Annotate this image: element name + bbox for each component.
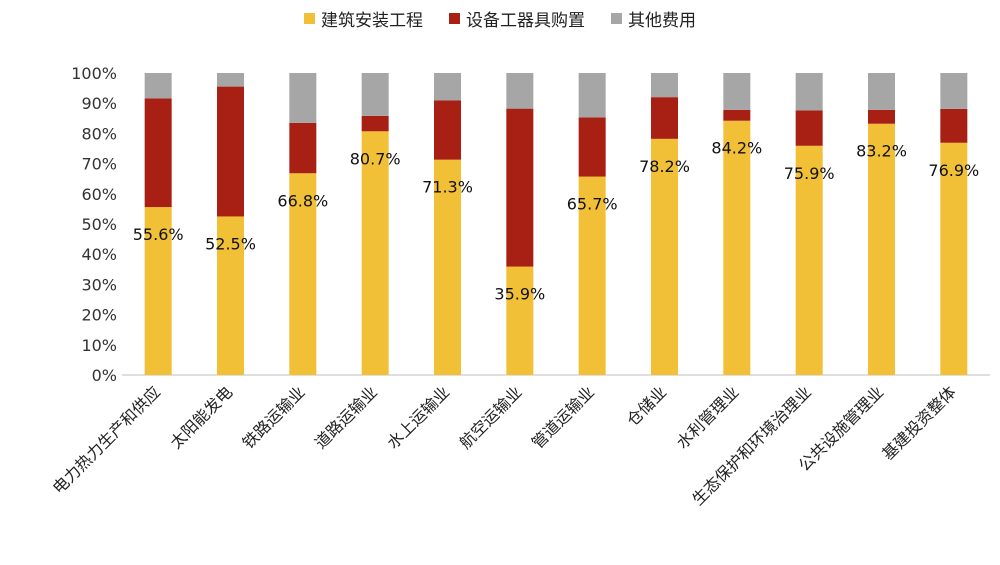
bar-segment[interactable] <box>940 142 968 375</box>
bar-segment[interactable] <box>434 73 461 101</box>
y-tick-label: 60% <box>81 185 117 204</box>
bar-segment[interactable] <box>217 86 244 217</box>
x-category-label: 太阳能发电 <box>166 382 236 452</box>
bar-segment[interactable] <box>361 73 389 116</box>
bar-segment[interactable] <box>651 73 678 98</box>
legend-label-other: 其他费用 <box>628 11 696 31</box>
bar-segment[interactable] <box>723 120 751 375</box>
x-category-label: 铁路运输业 <box>239 382 309 452</box>
data-label: 55.6% <box>133 225 184 244</box>
bar-segment[interactable] <box>868 73 895 110</box>
y-tick-label: 30% <box>81 275 117 294</box>
bar-segment[interactable] <box>506 266 534 375</box>
bar-segment[interactable] <box>434 100 461 160</box>
bar-segment[interactable] <box>289 122 317 174</box>
data-label: 80.7% <box>350 149 401 168</box>
y-tick-label: 50% <box>81 215 117 234</box>
bar-segment[interactable] <box>940 73 968 109</box>
legend-swatch-construction <box>304 13 315 24</box>
x-category-label: 道路运输业 <box>311 382 381 452</box>
x-category-label: 仓储业 <box>623 382 670 429</box>
y-tick-label: 90% <box>81 94 117 113</box>
bar-segment[interactable] <box>723 73 751 110</box>
bar-segment[interactable] <box>795 110 823 146</box>
legend-label-construction: 建筑安装工程 <box>321 11 423 31</box>
bar-segment[interactable] <box>795 145 823 375</box>
legend-swatch-equipment <box>449 13 460 24</box>
data-label: 83.2% <box>856 142 907 161</box>
bar-segment[interactable] <box>795 73 823 111</box>
y-tick-label: 100% <box>71 64 117 83</box>
bar-segment[interactable] <box>289 173 317 375</box>
data-label: 66.8% <box>277 191 328 210</box>
x-category-label: 电力热力生产和供应 <box>49 382 164 497</box>
x-category-label: 生态保护和环境治理业 <box>688 382 815 509</box>
bar-segment[interactable] <box>651 97 678 139</box>
x-category-label: 水上运输业 <box>383 382 453 452</box>
bar-segment[interactable] <box>217 216 244 375</box>
bar-segment[interactable] <box>434 159 461 375</box>
bar-segment[interactable] <box>578 73 606 118</box>
legend-item-construction[interactable]: 建筑安装工程 <box>304 6 423 31</box>
bar-segment[interactable] <box>144 73 172 99</box>
legend: 建筑安装工程 设备工器具购置 其他费用 <box>0 6 1000 31</box>
x-category-label: 水利管理业 <box>673 382 743 452</box>
bar-segment[interactable] <box>361 131 389 375</box>
bar-segment[interactable] <box>144 98 172 208</box>
data-label: 65.7% <box>567 195 618 214</box>
data-label: 71.3% <box>422 178 473 197</box>
bar-segment[interactable] <box>651 138 678 375</box>
legend-item-equipment[interactable]: 设备工器具购置 <box>449 6 585 31</box>
y-tick-label: 10% <box>81 336 117 355</box>
bar-segment[interactable] <box>506 73 534 109</box>
bar-segment[interactable] <box>289 73 317 123</box>
y-tick-label: 70% <box>81 155 117 174</box>
legend-item-other[interactable]: 其他费用 <box>611 6 696 31</box>
bar-segment[interactable] <box>578 176 606 375</box>
y-tick-label: 0% <box>92 366 117 385</box>
data-label: 35.9% <box>494 285 545 304</box>
data-label: 84.2% <box>711 139 762 158</box>
bar-segment[interactable] <box>506 108 534 267</box>
bar-segment[interactable] <box>940 108 968 143</box>
x-category-label: 基建投资整体 <box>878 382 959 463</box>
data-label: 75.9% <box>784 164 835 183</box>
x-category-label: 管道运输业 <box>528 382 598 452</box>
data-label: 78.2% <box>639 157 690 176</box>
legend-label-equipment: 设备工器具购置 <box>466 11 585 31</box>
data-label: 52.5% <box>205 234 256 253</box>
y-tick-label: 20% <box>81 306 117 325</box>
bar-segment[interactable] <box>868 109 895 124</box>
bar-segment[interactable] <box>217 73 244 87</box>
bar-segment[interactable] <box>361 115 389 132</box>
y-tick-label: 80% <box>81 124 117 143</box>
legend-swatch-other <box>611 13 622 24</box>
bar-segment[interactable] <box>868 123 895 376</box>
x-category-label: 航空运输业 <box>456 382 526 452</box>
y-tick-label: 40% <box>81 245 117 264</box>
bar-segment[interactable] <box>578 117 606 177</box>
bar-segment[interactable] <box>723 109 751 121</box>
data-label: 76.9% <box>928 161 979 180</box>
bar-segment[interactable] <box>144 207 172 375</box>
